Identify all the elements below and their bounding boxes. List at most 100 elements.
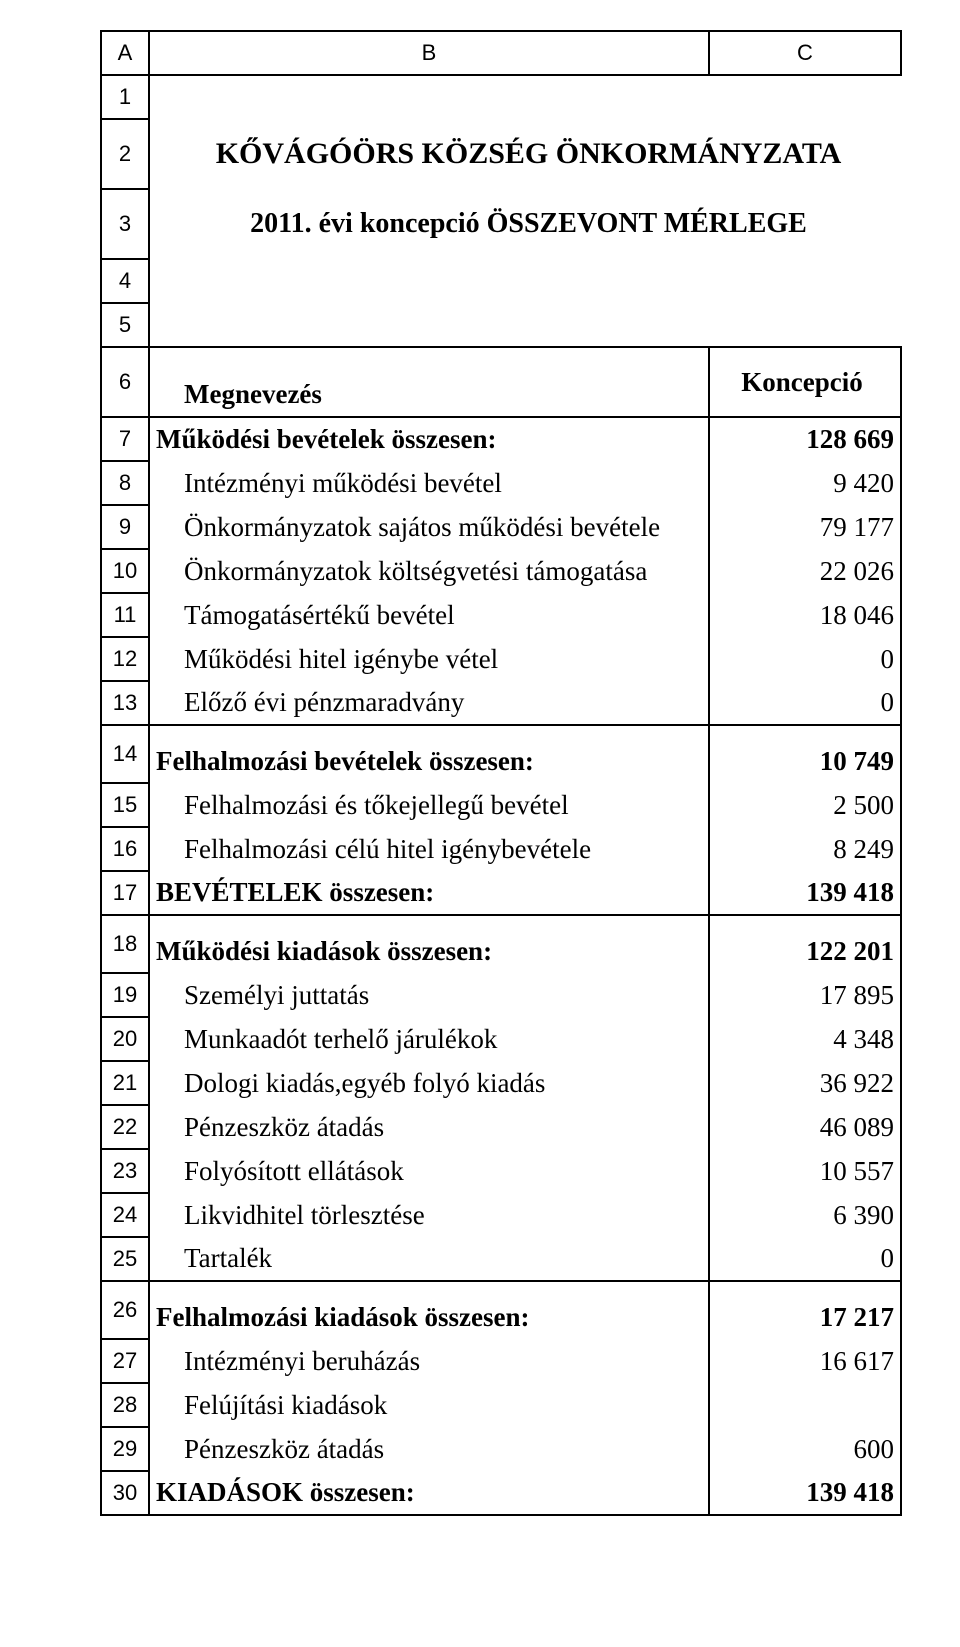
rownum: 15 (101, 783, 149, 827)
row-value: 10 749 (709, 725, 901, 783)
rownum: 7 (101, 417, 149, 461)
col-letter-a: A (101, 31, 149, 75)
table-row: 15 Felhalmozási és tőkejellegű bevétel 2… (101, 783, 901, 827)
rownum: 1 (101, 75, 149, 119)
row-label: Pénzeszköz átadás (149, 1427, 709, 1471)
table-row: 24 Likvidhitel törlesztése 6 390 (101, 1193, 901, 1237)
row-value: 46 089 (709, 1105, 901, 1149)
rownum: 27 (101, 1339, 149, 1383)
col-letter-b: B (149, 31, 709, 75)
row-value: 17 895 (709, 973, 901, 1017)
rownum: 30 (101, 1471, 149, 1515)
cell-empty (149, 75, 709, 119)
table-row: 6 Megnevezés Koncepció (101, 347, 901, 417)
row-value: 8 249 (709, 827, 901, 871)
rownum: 11 (101, 593, 149, 637)
table-row: 25 Tartalék 0 (101, 1237, 901, 1281)
rownum: 28 (101, 1383, 149, 1427)
table-row: 20 Munkaadót terhelő járulékok 4 348 (101, 1017, 901, 1061)
row-label: Felújítási kiadások (149, 1383, 709, 1427)
table-row: 1 (101, 75, 901, 119)
row-value: 10 557 (709, 1149, 901, 1193)
table-row: 21 Dologi kiadás,egyéb folyó kiadás 36 9… (101, 1061, 901, 1105)
row-label: Felhalmozási és tőkejellegű bevétel (149, 783, 709, 827)
rownum: 18 (101, 915, 149, 973)
rownum: 22 (101, 1105, 149, 1149)
rownum: 17 (101, 871, 149, 915)
row-label: KIADÁSOK összesen: (149, 1471, 709, 1515)
rownum: 10 (101, 549, 149, 593)
table-row: 13 Előző évi pénzmaradvány 0 (101, 681, 901, 725)
rownum: 19 (101, 973, 149, 1017)
row-value: 2 500 (709, 783, 901, 827)
table-row: 18 Működési kiadások összesen: 122 201 (101, 915, 901, 973)
table-row: 7 Működési bevételek összesen: 128 669 (101, 417, 901, 461)
rownum: 26 (101, 1281, 149, 1339)
rownum: 5 (101, 303, 149, 347)
row-value: 139 418 (709, 1471, 901, 1515)
row-value: 122 201 (709, 915, 901, 973)
row-label: Támogatásértékű bevétel (149, 593, 709, 637)
rownum: 24 (101, 1193, 149, 1237)
row-value: 128 669 (709, 417, 901, 461)
row-label: Önkormányzatok sajátos működési bevétele (149, 505, 709, 549)
rownum: 29 (101, 1427, 149, 1471)
rownum: 6 (101, 347, 149, 417)
row-value: 4 348 (709, 1017, 901, 1061)
row-label: Előző évi pénzmaradvány (149, 681, 709, 725)
row-label: BEVÉTELEK összesen: (149, 871, 709, 915)
table-row: 4 (101, 259, 901, 303)
row-label: Önkormányzatok költségvetési támogatása (149, 549, 709, 593)
row-label: Felhalmozási kiadások összesen: (149, 1281, 709, 1339)
table-row: 30 KIADÁSOK összesen: 139 418 (101, 1471, 901, 1515)
rownum: 25 (101, 1237, 149, 1281)
header-megnevezes: Megnevezés (149, 347, 709, 417)
row-value: 36 922 (709, 1061, 901, 1105)
rownum: 13 (101, 681, 149, 725)
table-row: 5 (101, 303, 901, 347)
table-row: 28 Felújítási kiadások (101, 1383, 901, 1427)
row-label: Munkaadót terhelő járulékok (149, 1017, 709, 1061)
row-value: 17 217 (709, 1281, 901, 1339)
row-label: Intézményi működési bevétel (149, 461, 709, 505)
row-value: 6 390 (709, 1193, 901, 1237)
table-row: 10 Önkormányzatok költségvetési támogatá… (101, 549, 901, 593)
table-row: 11 Támogatásértékű bevétel 18 046 (101, 593, 901, 637)
row-label: Működési bevételek összesen: (149, 417, 709, 461)
table-row: 14 Felhalmozási bevételek összesen: 10 7… (101, 725, 901, 783)
rownum: 12 (101, 637, 149, 681)
row-value (709, 1383, 901, 1427)
row-value: 22 026 (709, 549, 901, 593)
table-row: 27 Intézményi beruházás 16 617 (101, 1339, 901, 1383)
rownum: 4 (101, 259, 149, 303)
row-label: Tartalék (149, 1237, 709, 1281)
rownum: 16 (101, 827, 149, 871)
rownum: 9 (101, 505, 149, 549)
row-value: 16 617 (709, 1339, 901, 1383)
row-label: Személyi juttatás (149, 973, 709, 1017)
rownum: 23 (101, 1149, 149, 1193)
row-label: Működési hitel igénybe vétel (149, 637, 709, 681)
table-row: 9 Önkormányzatok sajátos működési bevéte… (101, 505, 901, 549)
page: A B C 1 2 KŐVÁGÓÖRS KÖZSÉG ÖNKORMÁNYZATA… (0, 0, 960, 1556)
table-row: 19 Személyi juttatás 17 895 (101, 973, 901, 1017)
row-label: Felhalmozási célú hitel igénybevétele (149, 827, 709, 871)
table-row: 2 KŐVÁGÓÖRS KÖZSÉG ÖNKORMÁNYZATA (101, 119, 901, 189)
rownum: 3 (101, 189, 149, 259)
row-value: 0 (709, 637, 901, 681)
row-value: 139 418 (709, 871, 901, 915)
row-label: Dologi kiadás,egyéb folyó kiadás (149, 1061, 709, 1105)
table-row: 29 Pénzeszköz átadás 600 (101, 1427, 901, 1471)
row-value: 9 420 (709, 461, 901, 505)
row-value: 0 (709, 1237, 901, 1281)
cell-empty (709, 75, 901, 119)
table-row: 16 Felhalmozási célú hitel igénybevétele… (101, 827, 901, 871)
row-label: Likvidhitel törlesztése (149, 1193, 709, 1237)
row-value: 600 (709, 1427, 901, 1471)
row-value: 18 046 (709, 593, 901, 637)
rownum: 20 (101, 1017, 149, 1061)
cell-empty (709, 303, 901, 347)
table-row: 12 Működési hitel igénybe vétel 0 (101, 637, 901, 681)
row-label: Folyósított ellátások (149, 1149, 709, 1193)
cell-empty (149, 259, 709, 303)
